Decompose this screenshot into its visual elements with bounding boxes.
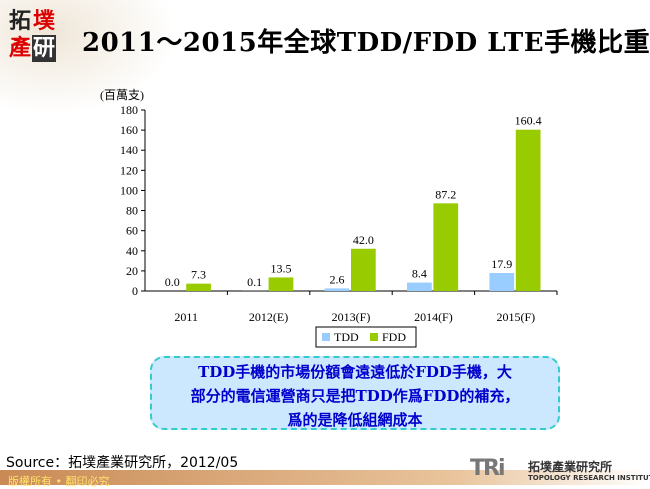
copyright-text: 版權所有 • 翻印必究 [0,475,109,488]
bar-chart: 0 20 40 60 80 100 120 140 160 180 2011 0.0 7.3 2012(E… [0,0,650,360]
y-tick-label: 60 [126,224,138,238]
data-label: 0.1 [247,275,262,289]
brand-name: 拓墣產業研究所 [528,458,612,475]
y-tick-label: 180 [120,103,138,117]
x-tick-label: 2012(E) [249,310,288,324]
data-label: 2.6 [329,272,344,286]
data-label: 8.4 [412,267,427,281]
brand-subtitle: TOPOLOGY RESEARCH INSTITUTE [528,474,650,482]
callout-line: TDD手機的市場份額會遠遠低於FDD手機，大 [152,360,558,384]
data-label: 17.9 [491,257,512,271]
x-tick-label: 2013(F) [332,310,371,324]
data-label: 87.2 [435,187,456,201]
brand-logo: TRi 拓墣產業研究所 TOPOLOGY RESEARCH INSTITUTE [470,456,645,484]
legend-label: FDD [382,330,406,344]
callout-line: 爲的是降低組網成本 [152,408,558,432]
source-note: Source：拓墣產業研究所，2012/05 [6,452,238,472]
y-tick-label: 40 [126,244,138,258]
x-tick-label: 2011 [174,310,198,324]
y-tick-label: 140 [120,143,138,157]
brand-mark: TRi [470,456,504,481]
callout-box: TDD手機的市場份額會遠遠低於FDD手機，大 部分的電信運營商只是把TDD作爲F… [150,356,560,430]
data-label: 0.0 [165,275,180,289]
y-tick-label: 0 [132,284,138,298]
legend-label: TDD [334,330,359,344]
y-tick-label: 120 [120,163,138,177]
bar-tdd [489,273,514,291]
bar-fdd [516,130,541,291]
bar-fdd [186,284,211,291]
legend-swatch [370,333,378,341]
y-tick-label: 160 [120,123,138,137]
data-label: 13.5 [270,261,291,275]
data-label: 42.0 [353,233,374,247]
data-label: 7.3 [191,268,206,282]
y-tick-label: 20 [126,264,138,278]
bar-fdd [269,277,294,291]
bar-fdd [433,203,458,291]
bar-tdd [407,283,432,291]
bar-fdd [351,249,376,291]
legend-swatch [322,333,330,341]
y-tick-label: 80 [126,204,138,218]
y-tick-label: 100 [120,183,138,197]
bar-tdd [325,288,350,291]
x-tick-label: 2015(F) [496,310,535,324]
data-label: 160.4 [515,114,542,128]
callout-line: 部分的電信運營商只是把TDD作爲FDD的補充， [152,384,558,408]
x-tick-label: 2014(F) [414,310,453,324]
